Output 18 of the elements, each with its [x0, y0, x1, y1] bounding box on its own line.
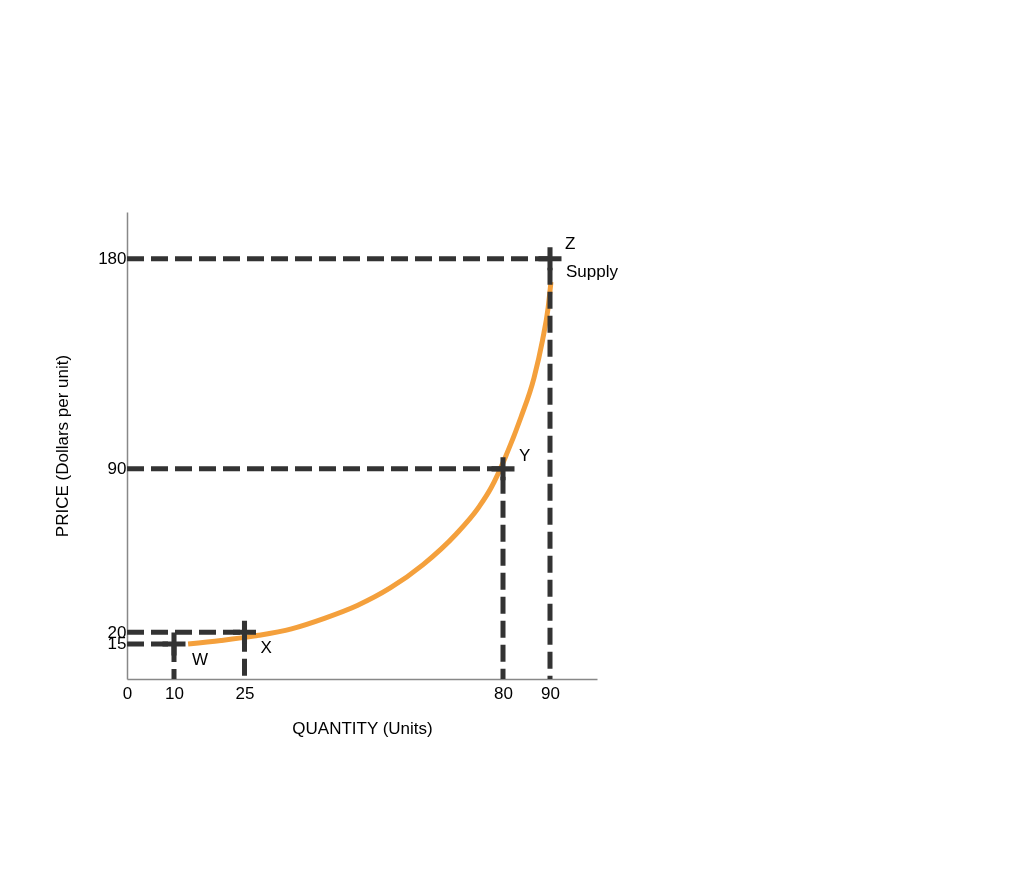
point [538, 247, 562, 271]
annotation: Z [565, 233, 576, 253]
point [491, 457, 515, 481]
annotation: X [260, 638, 272, 658]
y-tick-label: 180 [98, 249, 127, 269]
y-axis-title: PRICE (Dollars per unit) [52, 354, 72, 538]
x-tick-label: 10 [165, 683, 184, 703]
y-tick-label: 90 [107, 459, 127, 479]
x-axis-title: QUANTITY (Units) [292, 718, 433, 738]
series-label: Supply [565, 262, 619, 282]
x-tick-label: 80 [494, 683, 513, 703]
x-tick-label: 90 [541, 683, 560, 703]
x-tick-label: 0 [122, 683, 133, 703]
annotation: W [192, 649, 209, 669]
x-tick-label: 25 [235, 683, 255, 703]
annotation: Y [519, 445, 531, 465]
point [162, 632, 186, 656]
point [233, 620, 256, 644]
